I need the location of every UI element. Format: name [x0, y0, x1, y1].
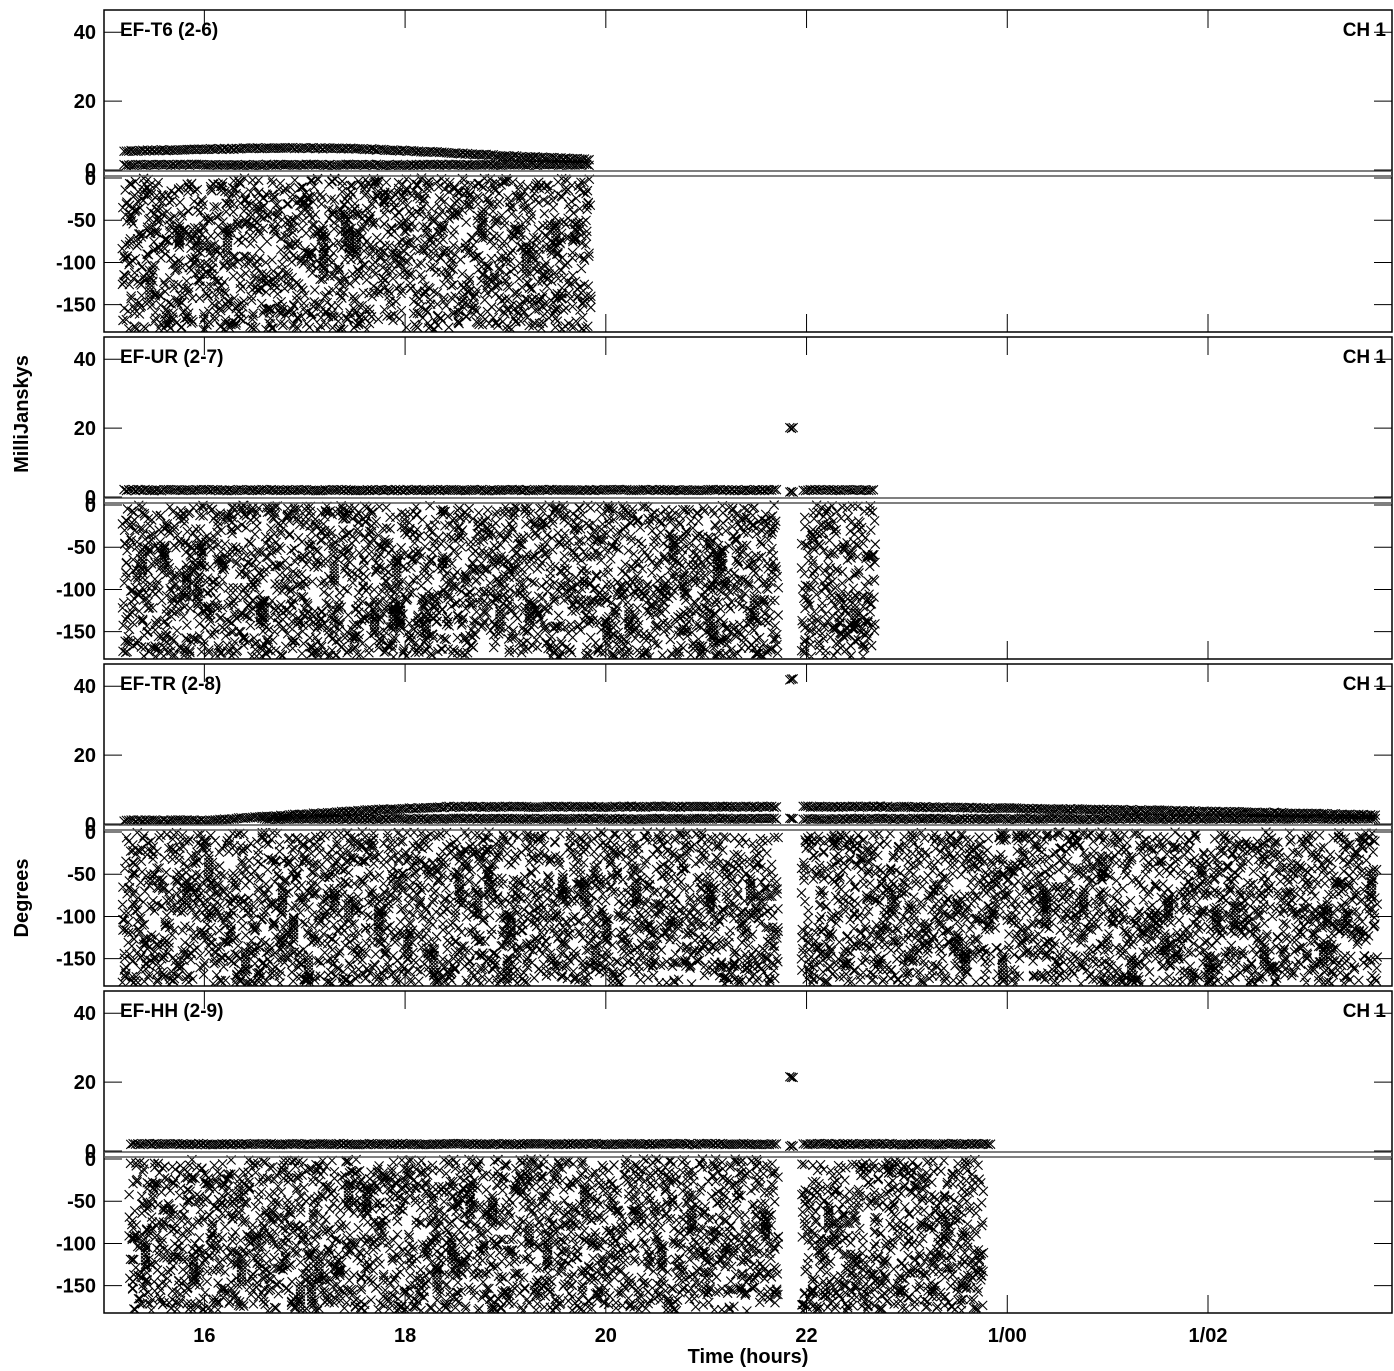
amplitude-marks-segment-3: [798, 801, 1381, 825]
x-tick-label: 1/00: [988, 1325, 1027, 1347]
y-tick-label: 0: [85, 495, 96, 517]
panel-2-series-phase: [117, 500, 881, 662]
x-tick-label: 22: [795, 1325, 817, 1347]
channel-label: CH 1: [1343, 20, 1387, 41]
amplitude-marks-segment-1: [119, 484, 782, 496]
phase-marks-segment-1: [117, 173, 596, 335]
y-tick-label: -150: [56, 1276, 96, 1298]
x-axis-label: Time (hours): [688, 1346, 809, 1368]
y-tick-label: 0: [85, 168, 96, 190]
y-tick-label: 0: [85, 160, 96, 182]
channel-label: CH 1: [1343, 674, 1387, 695]
y-tick-label: 20: [74, 1072, 96, 1094]
panel-1-marks: [117, 142, 596, 335]
gap-mask: [0, 986, 1394, 991]
amplitude-marks-segment-3: [798, 484, 879, 496]
phase-marks-segment-2: [796, 500, 881, 662]
panel-2-marks: [117, 422, 881, 662]
left-mask: [0, 0, 104, 1371]
panel-2: [103, 336, 1393, 660]
frames-layer: [103, 9, 1393, 1314]
amplitude-marks-segment-2: [784, 422, 799, 498]
y-tick-label: 40: [74, 22, 96, 44]
x-tick-label: 18: [394, 1325, 416, 1347]
panel-label: EF-UR (2-7): [120, 347, 223, 368]
top-mask: [0, 0, 1394, 10]
y-axis-label-top: MilliJanskys: [11, 355, 33, 473]
y-tick-label: -50: [67, 1191, 96, 1213]
panel-label: EF-TR (2-8): [120, 674, 221, 695]
panel-4-marks: [124, 1071, 996, 1316]
panel-4: [103, 990, 1393, 1314]
panel-3: [103, 663, 1393, 987]
panel-3-series-phase: [117, 827, 1383, 989]
y-tick-label: 40: [74, 1003, 96, 1025]
amplitude-marks-segment-2: [784, 1071, 799, 1152]
y-tick-label: 0: [85, 487, 96, 509]
phase-marks-segment-1: [124, 1154, 784, 1316]
y-tick-label: 20: [74, 91, 96, 113]
gap-mask: [0, 332, 1394, 337]
y-tick-label: -50: [67, 210, 96, 232]
x-tick-label: 20: [595, 1325, 617, 1347]
y-axis-label-bottom: Degrees: [11, 859, 33, 938]
y-tick-label: -150: [56, 622, 96, 644]
y-tick-label: 0: [85, 822, 96, 844]
gap-mask: [0, 1313, 1394, 1371]
panel-1-series-amplitude: [119, 142, 594, 171]
y-tick-label: -100: [56, 1233, 96, 1255]
y-tick-label: -150: [56, 295, 96, 317]
phase-marks-segment-1: [117, 827, 784, 989]
y-tick-label: -50: [67, 537, 96, 559]
panel-3-series-amplitude: [119, 673, 1381, 826]
y-tick-label: -100: [56, 579, 96, 601]
amplitude-marks-segment-1: [125, 1138, 782, 1150]
panel-2-series-amplitude: [119, 422, 879, 498]
panel-4-series-phase: [124, 1154, 989, 1316]
amplitude-marks-segment-1: [119, 142, 594, 171]
phase-marks-segment-2: [796, 827, 1383, 989]
panel-label: EF-HH (2-9): [120, 1001, 223, 1022]
y-tick-label: 0: [85, 1141, 96, 1163]
y-tick-label: 0: [85, 814, 96, 836]
text-layer: MilliJanskys Degrees Time (hours) 402000…: [11, 20, 1386, 1368]
gap-mask: [0, 659, 1394, 664]
panel-1-series-phase: [117, 173, 596, 335]
channel-label: CH 1: [1343, 1001, 1387, 1022]
y-tick-label: -100: [56, 252, 96, 274]
x-tick-label: 16: [193, 1325, 215, 1347]
y-tick-label: 20: [74, 745, 96, 767]
phase-marks-segment-2: [796, 1154, 989, 1316]
panel-label: EF-T6 (2-6): [120, 20, 218, 41]
y-tick-label: 20: [74, 418, 96, 440]
y-tick-label: 40: [74, 349, 96, 371]
y-tick-label: -100: [56, 906, 96, 928]
amplitude-marks-segment-3: [798, 1138, 996, 1150]
channel-label: CH 1: [1343, 347, 1387, 368]
phase-marks-segment-1: [117, 500, 784, 662]
y-tick-label: -150: [56, 949, 96, 971]
panel-4-series-amplitude: [125, 1071, 996, 1152]
panel-1: [103, 9, 1393, 333]
y-tick-label: -50: [67, 864, 96, 886]
x-tick-label: 1/02: [1189, 1325, 1228, 1347]
y-tick-label: 40: [74, 676, 96, 698]
amplitude-marks-segment-1: [119, 801, 782, 826]
y-tick-label: 0: [85, 1149, 96, 1171]
panel-3-marks: [117, 673, 1383, 989]
amplitude-marks-segment-2: [784, 673, 799, 824]
